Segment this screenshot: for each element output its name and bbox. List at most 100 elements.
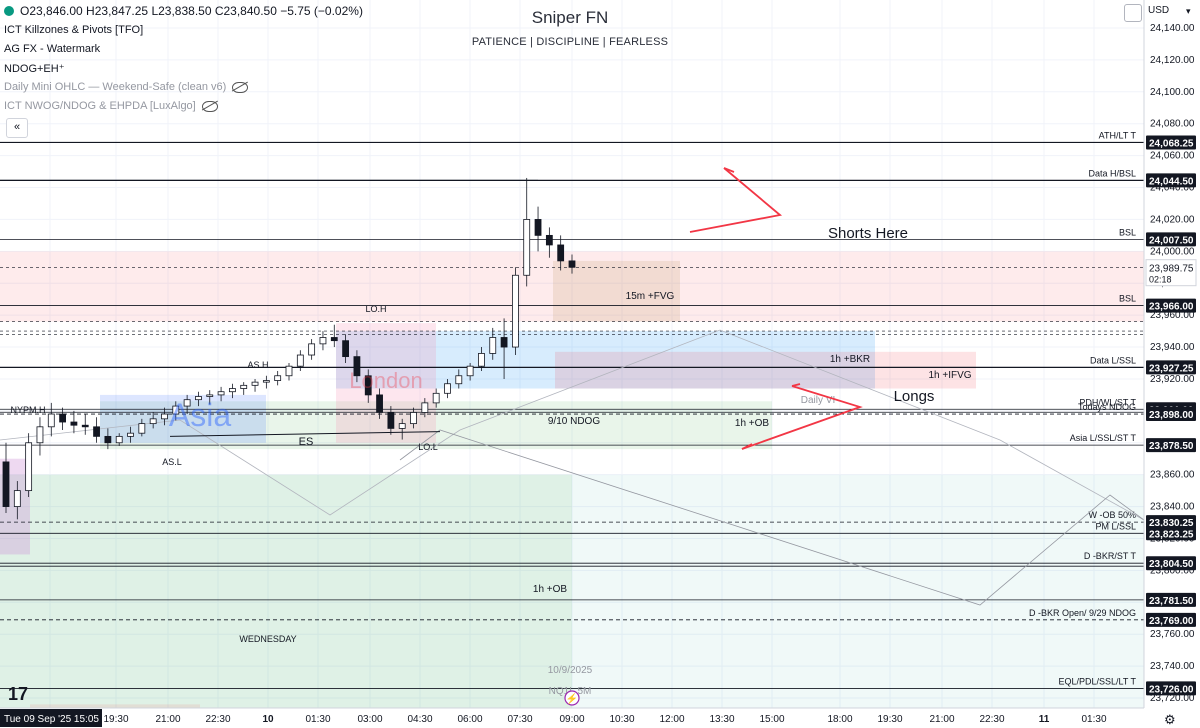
candle-body [432,392,440,404]
lightning-icon[interactable] [564,690,580,706]
candle-body [534,219,542,236]
price-tag: 23,769.00 [1149,616,1194,627]
price-tag-bg [1146,407,1196,422]
zone-label: 1h +OB [533,584,568,595]
price-tick: 23,740.00 [1150,661,1195,672]
time-tick: 10 [262,714,274,725]
indicator-ndog[interactable]: NDOG+EH⁺ [4,63,65,75]
price-tick: 23,960.00 [1150,310,1195,321]
session-shade [0,474,1144,708]
ohlc-values: O23,846.00 H23,847.25 L23,838.50 C23,840… [20,4,363,18]
price-tick: 24,100.00 [1150,87,1195,98]
square-icon[interactable] [1124,4,1142,22]
candle-body [59,413,66,423]
level-label: D -BKR/ST T [1084,551,1137,561]
candle-body [172,405,180,415]
time-tick: 15:00 [759,714,784,725]
price-tag-bg [1146,298,1196,313]
zone-2 [555,351,976,389]
price-levels: ATH/LT T Data H/BSL BSL BSL Data L/SSL PDH/WL… [0,130,1144,689]
price-tag: 23,823.25 [1149,529,1194,540]
watermark-title: Sniper FN [531,8,609,27]
hidden-eye-icon[interactable] [232,81,249,93]
price-tag-bg [1146,173,1196,188]
collapse-legend-button[interactable]: « [6,118,28,138]
time-tick: 11 [1039,714,1050,725]
candle-body [161,413,168,420]
price-tag-bg [1146,360,1196,375]
candle-body [489,337,497,354]
price-tag-bg [1146,515,1196,530]
time-tick: 12:00 [659,714,684,725]
candle-body [47,413,55,428]
time-tick: 19:30 [877,714,902,725]
zone-label: 1h +BKR [830,354,870,365]
time-tick: 21:00 [929,714,954,725]
candle-body [557,244,565,262]
candle-body [240,384,248,389]
chart-label: AS.L [162,457,182,467]
candle-body [387,412,395,429]
candle-body [274,375,282,381]
chart-label: LO.H [365,304,386,314]
indicator-daily-ohlc[interactable]: Daily Mini OHLC — Weekend-Safe (clean v6… [4,81,249,93]
indicator-watermark[interactable]: AG FX - Watermark [4,43,101,55]
currency-label[interactable]: USD [1148,5,1170,16]
price-tag: 23,726.00 [1149,684,1194,695]
time-tick: 09:00 [559,714,584,725]
price-tick: 24,040.00 [1150,183,1195,194]
time-tick: 03:00 [357,714,382,725]
structure-lines [0,329,1145,606]
chart-grid [0,0,1144,708]
candle-body [228,388,236,393]
price-tick: 23,860.00 [1150,470,1195,481]
price-tick: 23,940.00 [1150,342,1195,353]
session-label: London [349,368,422,393]
time-tick: Tue 09 Sep '25 15:05 [4,714,99,725]
price-tag-bg [1146,681,1196,696]
time-tick: 13:30 [709,714,734,725]
indicator-killzones[interactable]: ICT Killzones & Pivots [TFO] [4,24,144,36]
price-tick: 24,000.00 [1150,246,1195,257]
time-tick: 01:30 [1081,714,1106,725]
candle-body [568,260,576,268]
zone-0 [553,260,680,322]
bar-countdown: 02:18 [1149,275,1172,285]
candle-body [308,343,316,356]
price-tick: 24,120.00 [1150,55,1195,66]
chart-text-labels: LO.H LO.L AS.H AS.L NYPM.H ES 9/10 NDOG Daily V… [10,225,972,706]
price-tag-bg [1146,592,1196,607]
chart-info-label: WEDNESDAY [239,634,296,644]
time-tick: 22:30 [979,714,1004,725]
candle-body [319,337,327,345]
zone-4 [0,474,572,714]
chart-label: ES [299,436,314,448]
price-tick: 24,140.00 [1150,23,1195,34]
chart-label: NYPM.H [10,405,45,415]
chevron-down-icon[interactable]: ▾ [1186,6,1191,16]
price-tick: 23,720.00 [1150,693,1195,704]
long-arrow-head [741,443,753,450]
price-tag: 24,044.50 [1149,176,1194,187]
price-axis[interactable]: 23,720.0023,740.0023,760.0023,780.0023,8… [1143,0,1200,728]
level-label: BSL [1119,227,1136,237]
time-axis-bg [0,708,1144,728]
candle-body [183,399,191,407]
price-tag: 23,927.25 [1149,363,1194,374]
hidden-eye-icon[interactable] [201,100,218,112]
price-tag-bg [1146,438,1196,453]
market-status-dot [4,6,14,16]
candle-body [466,365,474,377]
candle-body [115,435,123,444]
indicator-nwog[interactable]: ICT NWOG/NDOG & EHPDA [LuxAlgo] [4,100,218,112]
time-tick: 04:30 [407,714,432,725]
candle-body [104,435,112,444]
gear-icon[interactable]: ⚙ [1164,712,1176,727]
level-label: D -BKR Open/ 9/29 NDOG [1029,608,1136,618]
candle-body [353,356,361,377]
candle-body [296,354,304,367]
time-tick: 21:00 [155,714,180,725]
candle-body [500,337,508,348]
time-axis[interactable]: Tue 09 Sep '25 15:05 19:30 21:00 22:30 10 01:… [0,707,1144,728]
